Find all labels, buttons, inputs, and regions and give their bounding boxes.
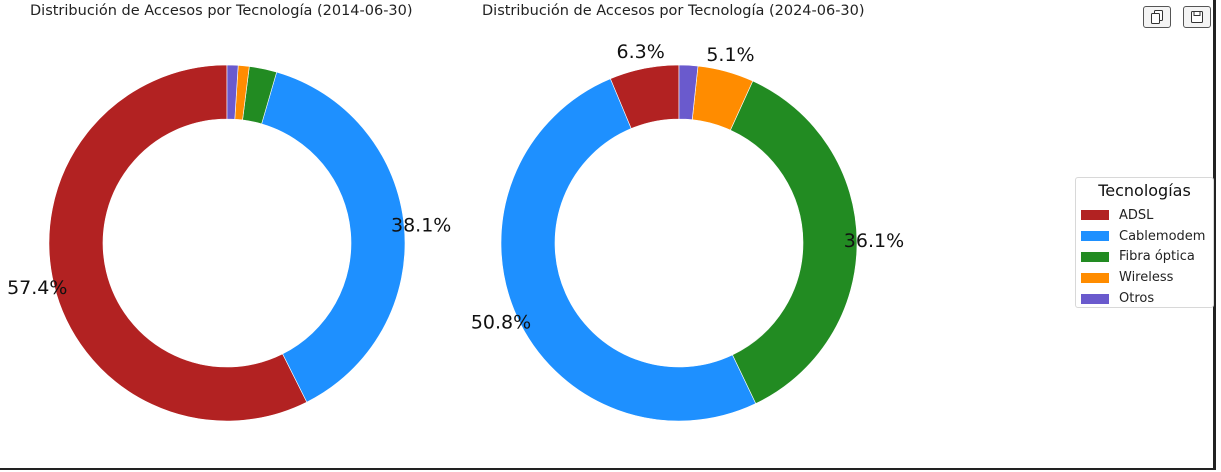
slice-otros — [226, 64, 239, 120]
legend-swatch — [1081, 293, 1109, 304]
slice-fibra-ptica — [729, 80, 858, 404]
copy-button[interactable] — [1143, 6, 1171, 28]
chart-title-2024: Distribución de Accesos por Tecnología (… — [482, 3, 865, 19]
legend-swatch — [1081, 272, 1109, 283]
slice-adsl — [48, 64, 308, 422]
slice-cablemodem — [261, 71, 406, 403]
pct-label-adsl: 6.3% — [617, 41, 665, 63]
legend-label: ADSL — [1119, 207, 1154, 223]
legend-item-cablemodem: Cablemodem — [1081, 226, 1205, 247]
pct-label-fibra-ptica: 36.1% — [844, 230, 904, 252]
legend-label: Fibra óptica — [1119, 249, 1195, 265]
legend-label: Wireless — [1119, 270, 1174, 286]
legend-swatch — [1081, 251, 1109, 262]
legend-item-adsl: ADSL — [1081, 205, 1205, 226]
legend-swatch — [1081, 210, 1109, 221]
legend-title: Tecnologías — [1098, 181, 1191, 200]
copy-icon — [1151, 10, 1163, 24]
legend-label: Otros — [1119, 291, 1155, 307]
legend-items: ADSL Cablemodem Fibra óptica Wireless Otros — [1081, 205, 1205, 309]
legend-item-wireless: Wireless — [1081, 267, 1205, 288]
donut-chart-0: 57.4% 38.1% — [7, 64, 451, 422]
slice-cablemodem — [500, 78, 757, 422]
legend-item-fibra-ptica: Fibra óptica — [1081, 247, 1205, 268]
pct-label-cablemodem: 50.8% — [471, 312, 531, 334]
pct-label-adsl: 57.4% — [7, 277, 67, 299]
save-button[interactable] — [1183, 6, 1211, 28]
pct-label-cablemodem: 38.1% — [391, 214, 451, 236]
pct-label-wireless: 5.1% — [706, 44, 754, 66]
donut-chart-1: 6.3% 50.8% 36.1% 5.1% — [471, 41, 904, 422]
chart-title-2014: Distribución de Accesos por Tecnología (… — [30, 3, 413, 19]
slice-otros — [678, 64, 699, 121]
legend-swatch — [1081, 231, 1109, 242]
save-icon — [1191, 11, 1203, 23]
legend: Tecnologías ADSL Cablemodem Fibra óptica Wi… — [1075, 177, 1214, 308]
legend-item-otros: Otros — [1081, 288, 1205, 309]
legend-label: Cablemodem — [1119, 228, 1206, 244]
